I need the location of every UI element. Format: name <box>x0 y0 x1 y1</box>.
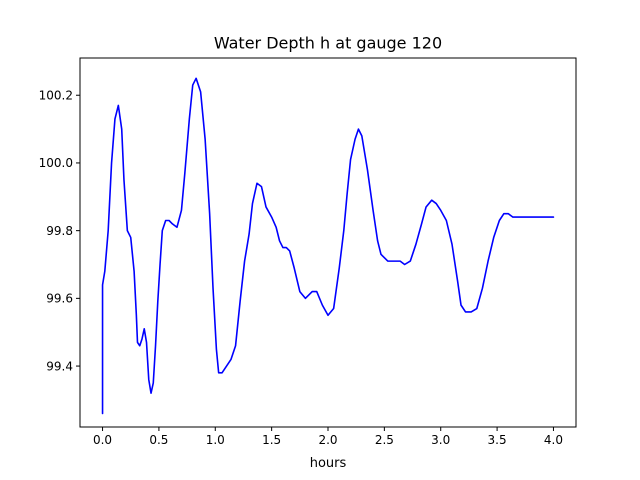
y-tick-label: 100.0 <box>39 156 73 170</box>
x-tick-label: 4.0 <box>544 433 563 447</box>
x-tick-label: 2.0 <box>318 433 337 447</box>
y-tick-label: 99.8 <box>46 224 73 238</box>
x-tick-label: 3.0 <box>431 433 450 447</box>
axis-ticks: 0.0 0.5 1.0 1.5 2.0 2.5 3.0 3.5 4.0 99.4 99.6 99.8 1… <box>39 89 563 447</box>
x-tick-label: 1.5 <box>262 433 281 447</box>
y-tick-label: 99.6 <box>46 292 73 306</box>
chart-title: Water Depth h at gauge 120 <box>214 34 442 53</box>
x-axis-label: hours <box>310 456 347 471</box>
series-line-0 <box>101 77 555 415</box>
x-tick-label: 3.5 <box>488 433 507 447</box>
plot-frame <box>79 57 577 428</box>
plot-content <box>101 77 555 415</box>
y-tick-label: 99.4 <box>46 359 73 373</box>
x-tick-label: 0.5 <box>149 433 168 447</box>
y-tick-label: 100.2 <box>39 89 73 103</box>
x-tick-label: 1.0 <box>206 433 225 447</box>
x-tick-label: 2.5 <box>375 433 394 447</box>
x-tick-label: 0.0 <box>93 433 112 447</box>
plot-area <box>80 58 576 427</box>
